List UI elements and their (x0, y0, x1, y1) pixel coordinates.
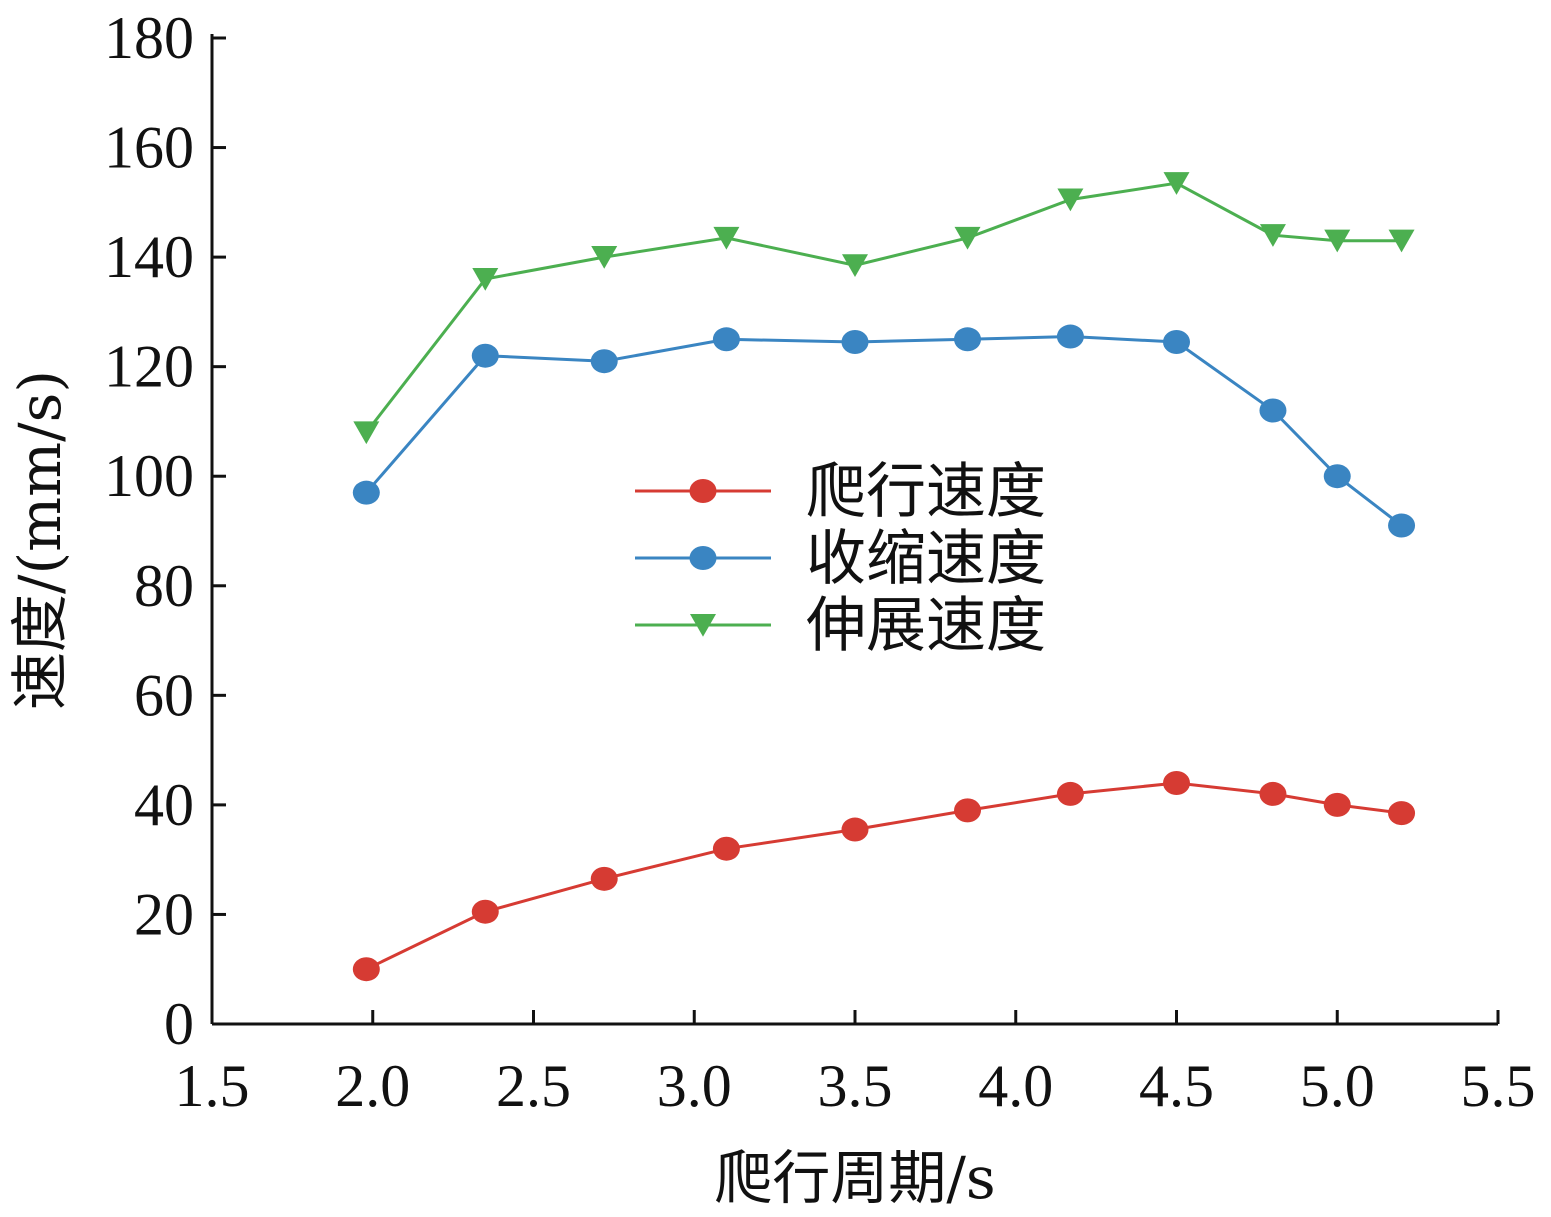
y-tick-label: 120 (104, 334, 194, 400)
x-tick-label: 4.5 (1139, 1053, 1214, 1119)
data-point (954, 327, 982, 352)
data-point (841, 330, 869, 355)
legend-marker (690, 613, 716, 637)
x-tick-label: 5.0 (1300, 1053, 1375, 1119)
series-line (365, 781, 1402, 971)
series-line (365, 181, 1402, 434)
series-1 (352, 770, 1416, 982)
y-tick-label: 180 (104, 5, 194, 71)
data-point (1323, 464, 1351, 489)
legend-label: 收缩速度 (806, 524, 1046, 594)
data-point (713, 226, 740, 250)
axes: 0 20 40 60 80 100 120 140 160 180 1.5 2.0 2.5 3.0 3.5 4… (104, 5, 1536, 1119)
data-point (1056, 324, 1084, 349)
y-tick-label: 100 (104, 443, 194, 509)
x-tick-label: 4.0 (978, 1053, 1053, 1119)
series-3 (353, 172, 1415, 445)
data-point (1259, 398, 1287, 423)
legend-entry: 爬行速度 (635, 457, 1046, 527)
data-point (353, 421, 380, 445)
data-point (590, 349, 618, 374)
data-point (1324, 229, 1351, 253)
data-point (590, 866, 618, 891)
y-tick-label: 60 (134, 662, 194, 728)
data-point (591, 246, 618, 269)
data-point (352, 957, 380, 982)
legend-entry: 收缩速度 (635, 524, 1046, 594)
legend-label: 爬行速度 (806, 457, 1046, 527)
data-point (1056, 781, 1084, 806)
data-point (712, 327, 740, 352)
y-tick-label: 20 (134, 881, 194, 947)
data-point (954, 226, 981, 250)
legend-marker (689, 479, 717, 503)
data-point (1163, 770, 1190, 795)
data-point (1259, 224, 1286, 247)
series-layer (352, 172, 1416, 982)
data-point (954, 798, 982, 823)
series-2 (352, 324, 1416, 538)
data-point (471, 899, 499, 924)
data-point (1057, 188, 1084, 212)
legend-entry: 伸展速度 (635, 591, 1046, 661)
y-tick-label: 0 (164, 991, 194, 1057)
legend-label: 伸展速度 (806, 591, 1046, 661)
data-point (1163, 330, 1190, 355)
data-point (352, 480, 380, 505)
legend-marker (689, 546, 717, 570)
x-tick-label: 3.5 (818, 1053, 893, 1119)
y-axis-title: 速度/(mm/s) (6, 370, 74, 710)
x-tick-label: 3.0 (657, 1053, 732, 1119)
data-point (841, 817, 869, 842)
data-point (472, 267, 499, 291)
data-point (1388, 513, 1416, 538)
data-point (842, 254, 868, 278)
data-point (1388, 801, 1416, 826)
data-point (712, 836, 740, 861)
x-axis-title: 爬行周期/s (714, 1144, 995, 1212)
y-tick-label: 140 (104, 224, 194, 290)
y-tick-label: 80 (134, 553, 194, 619)
y-tick-label: 40 (134, 772, 194, 838)
data-point (1163, 172, 1190, 195)
x-tick-label: 2.5 (496, 1053, 571, 1119)
data-point (1259, 781, 1287, 806)
x-tick-label: 2.0 (335, 1053, 410, 1119)
x-tick-label: 5.5 (1461, 1053, 1536, 1119)
data-point (1388, 229, 1415, 253)
data-point (1323, 792, 1351, 817)
y-tick-label: 160 (104, 115, 194, 181)
data-point (471, 343, 499, 368)
x-tick-label: 1.5 (175, 1053, 250, 1119)
